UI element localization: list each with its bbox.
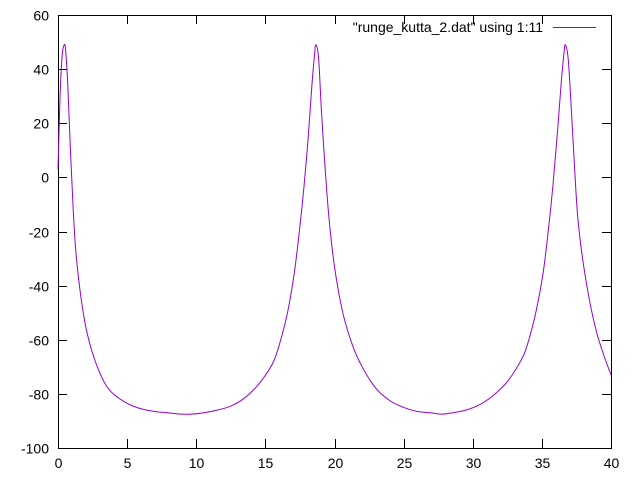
x-tick-label: 5 <box>124 455 132 471</box>
series-layer <box>57 43 612 415</box>
y-tick-label: 20 <box>33 116 49 132</box>
series-line <box>57 43 612 415</box>
y-tick-label: -20 <box>29 225 49 241</box>
y-tick-label: 40 <box>33 62 49 78</box>
y-axis: -100 -80 -60 -40 -20 0 20 40 60 <box>21 8 611 457</box>
y-tick-label: -100 <box>21 441 49 457</box>
plot-frame <box>58 15 612 449</box>
y-tick-label: 0 <box>41 170 49 186</box>
y-tick-label: -80 <box>29 387 49 403</box>
x-tick-label: 15 <box>258 455 274 471</box>
x-tick-label: 35 <box>535 455 551 471</box>
x-tick-label: 30 <box>466 455 482 471</box>
x-tick-label: 25 <box>397 455 413 471</box>
legend-entry-label: "runge_kutta_2.dat" using 1:11 <box>353 19 543 35</box>
x-tick-label: 0 <box>55 455 63 471</box>
y-tick-label: -60 <box>29 333 49 349</box>
y-tick-label: 60 <box>33 8 49 24</box>
legend: "runge_kutta_2.dat" using 1:11 <box>353 19 596 35</box>
x-tick-label: 10 <box>189 455 205 471</box>
y-tick-label: -40 <box>29 279 49 295</box>
x-tick-label: 20 <box>328 455 344 471</box>
x-axis: 0 5 10 15 20 25 30 35 40 <box>55 15 620 471</box>
x-tick-label: 40 <box>604 455 620 471</box>
